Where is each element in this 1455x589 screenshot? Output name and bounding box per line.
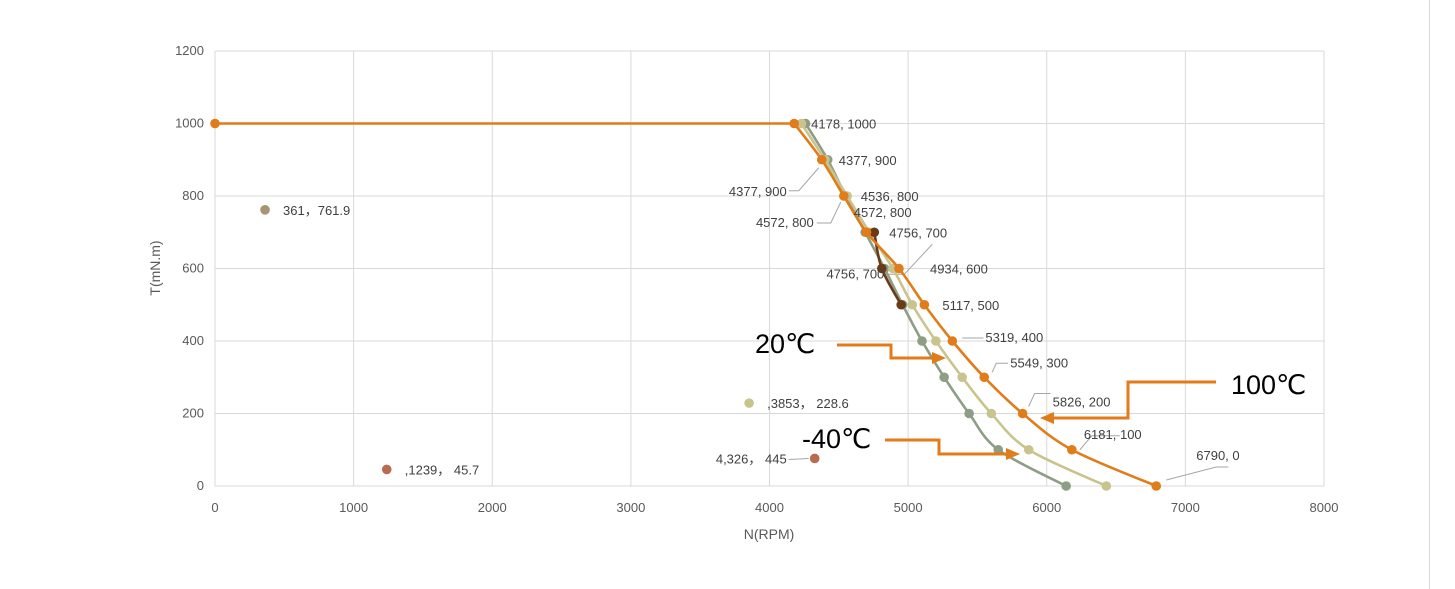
- data-label: 4572, 800: [854, 205, 912, 220]
- data-point-20c: [796, 118, 807, 129]
- data-label: 4756, 700: [889, 225, 947, 240]
- y-tick-label: 800: [182, 188, 204, 203]
- y-tick-label: 0: [197, 478, 204, 493]
- x-axis-ticks: 0 1000 2000 3000 4000 5000 6000 7000 8000: [211, 500, 1338, 515]
- y-tick-label: 1000: [175, 116, 204, 131]
- x-tick-label: 4000: [755, 500, 784, 515]
- data-label: 5549, 300: [1010, 355, 1068, 370]
- y-tick-label: 200: [182, 406, 204, 421]
- x-tick-label: 6000: [1032, 500, 1061, 515]
- data-point-segmentminusdark: [876, 263, 887, 274]
- arrow-100c: [1054, 380, 1216, 420]
- y-tick-label: 1200: [175, 43, 204, 58]
- isolated-point: [381, 464, 392, 475]
- leader-line: [1028, 393, 1051, 407]
- data-point-20c: [986, 408, 997, 419]
- data-label: 4536, 800: [861, 189, 919, 204]
- data-point-20c: [1023, 444, 1034, 455]
- data-point-100c: [947, 336, 958, 346]
- data-point-100c: [210, 118, 220, 129]
- arrow-100c-head: [1040, 412, 1054, 424]
- data-labels: 361，761.9 ,3853， 228.6 ,1239， 45.7 4,326， 4…: [283, 117, 1240, 478]
- data-label: 4178, 1000: [811, 117, 876, 132]
- data-label: 6790, 0: [1196, 448, 1239, 463]
- data-label: 4377, 900: [839, 153, 897, 168]
- data-label: 4377, 900: [729, 184, 787, 199]
- annotation-minus40c: -40℃: [802, 424, 871, 454]
- data-label: 5826, 200: [1053, 395, 1111, 410]
- y-tick-label: 400: [182, 333, 204, 348]
- data-point-minus40c: [993, 444, 1004, 455]
- annotation-20c: 20℃: [755, 329, 815, 359]
- leader-line: [788, 167, 820, 192]
- data-point-100c: [979, 372, 990, 383]
- arrow-20c: [837, 343, 932, 360]
- x-tick-label: 7000: [1171, 500, 1200, 515]
- annotation-100c: 100℃: [1231, 370, 1306, 400]
- x-tick-label: 1000: [339, 500, 368, 515]
- isolated-point-label: 4,326， 445: [716, 451, 787, 466]
- data-point-minus40c: [939, 372, 949, 383]
- leader-line: [816, 201, 842, 224]
- isolated-point: [809, 453, 820, 464]
- x-tick-label: 0: [211, 500, 218, 515]
- data-point-minus40c: [1061, 481, 1071, 491]
- x-axis-title: N(RPM): [744, 526, 795, 542]
- isolated-point-label: ,1239， 45.7: [405, 462, 479, 477]
- arrow-minus40c: [885, 438, 1006, 456]
- data-point-20c: [957, 372, 967, 383]
- y-axis-title: T(mN.m): [147, 240, 163, 295]
- temperature-arrows: [837, 343, 1216, 460]
- arrow-minus40c-head: [1006, 448, 1020, 460]
- data-point-100c: [894, 263, 904, 274]
- x-tick-label: 8000: [1310, 500, 1339, 515]
- data-point-100c: [816, 154, 827, 165]
- isolated-point-label: 361，761.9: [283, 203, 350, 218]
- data-point-100c: [1067, 444, 1077, 455]
- isolated-point: [260, 205, 270, 215]
- data-point-20c: [907, 299, 918, 310]
- data-point-100c: [839, 191, 849, 201]
- label-leader-lines: [788, 167, 1229, 481]
- gridlines: [214, 50, 1325, 487]
- y-axis-ticks: 0 200 400 600 800 1000 1200: [175, 43, 204, 493]
- leader-line: [1079, 435, 1120, 451]
- data-label: 4756, 700: [826, 266, 884, 281]
- x-tick-label: 3000: [616, 500, 645, 515]
- data-point-20c: [931, 336, 941, 346]
- x-tick-label: 2000: [478, 500, 507, 515]
- data-point-100c: [789, 118, 799, 129]
- data-point-20c: [1101, 481, 1112, 491]
- data-point-100c: [1151, 481, 1162, 491]
- data-point-segmentminusdark: [896, 299, 906, 310]
- data-label: 4934, 600: [930, 262, 988, 277]
- x-tick-label: 5000: [894, 500, 923, 515]
- window-edge-divider: [1429, 0, 1430, 589]
- data-point-minus40c: [964, 408, 974, 419]
- data-point-100c: [919, 299, 930, 310]
- isolated-point: [744, 398, 754, 408]
- data-point-100c: [1017, 408, 1028, 419]
- data-label: 4572, 800: [756, 215, 814, 230]
- data-point-100c: [861, 227, 872, 238]
- data-label: 6181, 100: [1084, 427, 1142, 442]
- data-label: 5117, 500: [942, 298, 999, 313]
- leader-line: [1166, 466, 1229, 481]
- data-point-segmentminusdark: [869, 227, 880, 238]
- data-series: [210, 118, 1162, 491]
- isolated-point-label: ,3853， 228.6: [767, 396, 849, 411]
- y-tick-label: 600: [182, 261, 204, 276]
- leader-line: [788, 457, 809, 460]
- isolated-points: [260, 205, 820, 475]
- arrow-20c-head: [932, 352, 946, 364]
- data-label: 5319, 400: [985, 330, 1043, 345]
- data-point-minus40c: [917, 336, 927, 346]
- leader-line: [991, 362, 1009, 373]
